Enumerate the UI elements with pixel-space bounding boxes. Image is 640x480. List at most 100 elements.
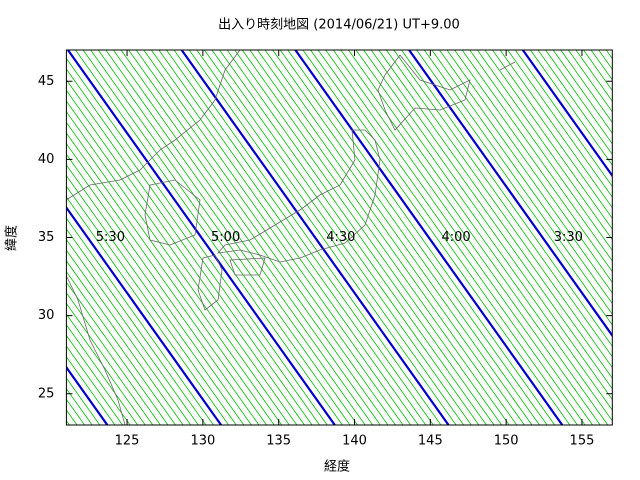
minor-isochrone [66,356,116,425]
x-tick-label: 140 [342,434,367,449]
minor-isochrone [560,50,613,124]
time-label: 4:00 [442,230,471,245]
minor-isochrone [226,50,495,425]
minor-isochrone [272,50,540,425]
minor-isochrone [241,50,510,425]
x-axis-label: 経度 [324,459,350,475]
major-isochrone [180,50,450,425]
minor-isochrone [204,50,472,425]
time-labels: 5:30 5:00 4:30 4:00 3:30 [96,230,583,245]
minor-isochrone [66,260,184,425]
minor-isochrone [66,121,283,425]
minor-isochrone [454,50,613,273]
minor-isochrone [66,79,313,425]
minor-isochrone [431,50,613,305]
minor-isochrone [302,50,571,425]
minor-isochrone [66,89,305,425]
time-label: 5:00 [211,230,240,245]
minor-isochrone [484,50,613,230]
minor-isochrone [66,164,252,425]
y-tick-label: 25 [38,386,55,401]
minor-isochrone [66,185,237,425]
minor-isochrone [393,50,613,358]
minor-isochrone [386,50,613,369]
time-label: 3:30 [554,230,583,245]
x-tick-label: 125 [115,434,140,449]
time-label: 5:30 [96,230,125,245]
minor-isochrone [317,50,586,425]
x-tick-label: 135 [266,434,291,449]
minor-isochrone [97,50,366,425]
minor-isochrone [135,50,404,425]
minor-isochrone [66,153,260,425]
minor-isochrone [113,50,381,425]
minor-isochrone [66,132,275,425]
minor-isochrone [310,50,578,425]
x-tick-label: 155 [570,434,595,449]
minor-isochrone [143,50,411,425]
minor-isochrone [461,50,613,262]
minor-isochrone [469,50,613,251]
minor-isochrone [66,217,214,425]
x-tick-label: 150 [494,434,519,449]
minor-isochrone [378,50,613,379]
minor-isochrone [492,50,613,220]
minor-isochrone [537,50,613,156]
minor-isochrone [66,100,298,425]
minor-isochrone [219,50,487,425]
y-axis-label: 緯度 [4,225,20,251]
minor-isochrone [287,50,556,425]
minor-isochrone [173,50,442,425]
minor-isochrone [66,324,138,425]
minor-isochrone [439,50,613,294]
chart-title: 出入り時刻地図 (2014/06/21) UT+9.00 [218,18,460,33]
minor-isochrone [196,50,465,425]
minor-isochrone [66,196,229,425]
major-isochrone [67,50,336,425]
minor-isochrone [75,50,343,425]
major-isochrone [66,205,222,425]
x-tick-label: 130 [190,434,215,449]
x-tick-label: 145 [418,434,443,449]
y-tick-label: 40 [38,152,55,167]
minor-isochrone [363,50,613,401]
minor-isochrone [348,50,613,422]
minor-isochrone [530,50,613,166]
minor-isochrone [82,50,351,425]
minor-isochrone [66,270,176,425]
minor-isochrone [507,50,613,198]
minor-isochrone [66,292,161,425]
minor-isochrone [66,249,192,425]
minor-isochrone [128,50,396,425]
minor-isochrone [355,50,613,411]
minor-isochrone [416,50,613,326]
minor-isochrone [598,50,613,70]
minor-isochrone [66,313,146,425]
minor-isochrone [257,50,525,425]
minor-isochrone [66,143,267,425]
minor-isochrone [325,50,593,425]
minor-isochrone [105,50,374,425]
minor-isochrone [249,50,518,425]
minor-isochrone [499,50,613,209]
minor-isochrone [545,50,613,145]
coastline [66,50,516,425]
minor-isochrone [401,50,613,347]
y-tick-label: 35 [38,230,55,245]
minor-isochrone [340,50,609,425]
y-tick-label: 30 [38,308,55,323]
major-isochrone [521,50,613,178]
minor-isochrone [66,111,290,425]
minor-isochrone [66,238,199,425]
minor-isochrone [332,50,601,425]
minor-isochrone [423,50,613,315]
minor-isochrone [66,302,154,425]
time-label: 4:30 [326,230,355,245]
minor-isochrone [66,68,320,425]
minor-isochrone [370,50,613,390]
major-isochrone [408,50,613,338]
minor-isochrone [66,334,131,425]
minor-isochrone [446,50,613,283]
